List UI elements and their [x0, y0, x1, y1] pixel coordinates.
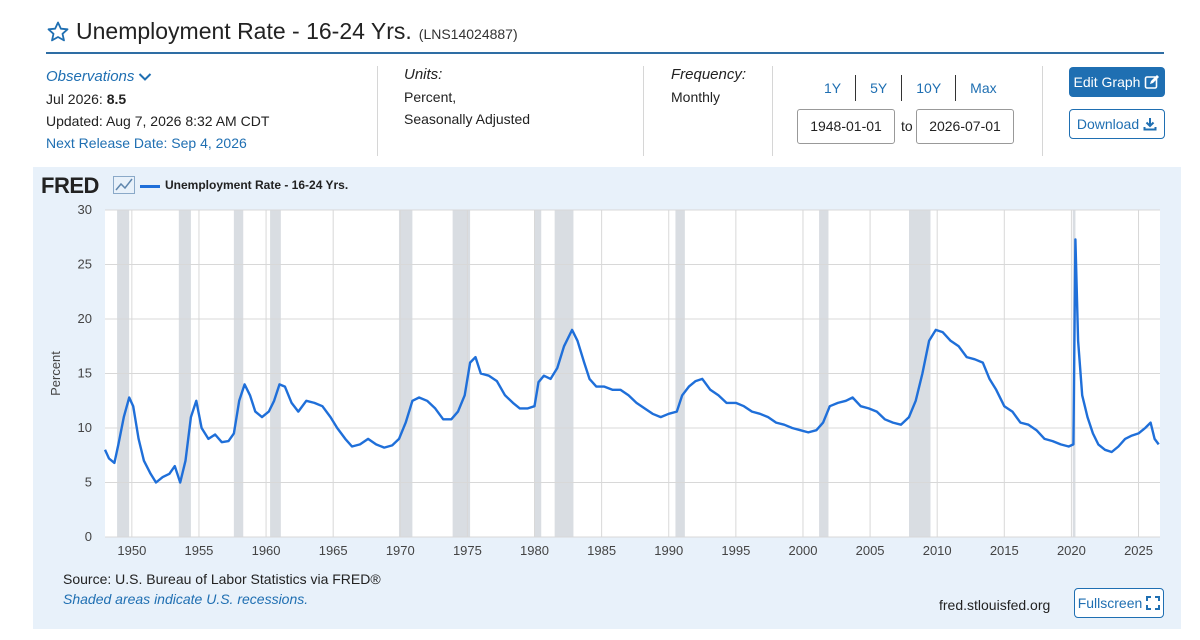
- updated-text: Updated: Aug 7, 2026 8:32 AM CDT: [46, 113, 270, 129]
- divider: [1042, 66, 1043, 156]
- x-tick-label: 2010: [923, 543, 952, 558]
- divider: [772, 66, 773, 156]
- legend-swatch: [140, 185, 160, 188]
- page-title: Unemployment Rate - 16-24 Yrs.: [76, 18, 412, 44]
- units-label: Units:: [404, 66, 443, 83]
- title-row: Unemployment Rate - 16-24 Yrs. (LNS14024…: [46, 18, 518, 45]
- frequency-label: Frequency:: [671, 66, 747, 83]
- latest-value: 8.5: [106, 91, 127, 107]
- x-tick-label: 1985: [587, 543, 616, 558]
- range-10y-button[interactable]: 10Y: [902, 75, 957, 101]
- end-date-input[interactable]: 2026-07-01: [916, 109, 1014, 144]
- x-tick-label: 2025: [1124, 543, 1153, 558]
- to-label: to: [901, 118, 913, 134]
- edit-icon: [1145, 75, 1160, 89]
- range-5y-button[interactable]: 5Y: [856, 75, 903, 101]
- series-id: (LNS14024887): [418, 26, 518, 42]
- y-tick-label: 25: [78, 257, 92, 272]
- fullscreen-icon: [1146, 596, 1161, 610]
- download-label: Download: [1076, 116, 1140, 132]
- y-tick-label: 10: [78, 420, 92, 435]
- observations-label: Observations: [46, 68, 135, 85]
- x-tick-label: 1975: [453, 543, 482, 558]
- x-tick-label: 1955: [184, 543, 213, 558]
- fred-logo: FRED: [41, 173, 99, 198]
- y-tick-label: 20: [78, 311, 92, 326]
- recession-note: Shaded areas indicate U.S. recessions.: [63, 591, 309, 607]
- range-1y-button[interactable]: 1Y: [810, 75, 857, 101]
- range-max-button[interactable]: Max: [970, 80, 997, 96]
- fullscreen-button[interactable]: Fullscreen: [1074, 588, 1164, 618]
- x-tick-label: 2020: [1057, 543, 1086, 558]
- units-panel: Units: Percent, Seasonally Adjusted: [404, 64, 530, 130]
- observations-toggle[interactable]: Observations: [46, 66, 269, 88]
- fred-url[interactable]: fred.stlouisfed.org: [939, 597, 1051, 613]
- download-button[interactable]: Download: [1069, 109, 1165, 139]
- next-release-link[interactable]: Next Release Date: Sep 4, 2026: [46, 135, 247, 151]
- x-tick-label: 2000: [789, 543, 818, 558]
- x-tick-label: 2005: [856, 543, 885, 558]
- x-tick-label: 1950: [117, 543, 146, 558]
- x-tick-label: 2015: [990, 543, 1019, 558]
- y-tick-label: 15: [78, 366, 92, 381]
- range-buttons: 1Y 5Y 10Y Max: [810, 75, 1011, 101]
- divider: [377, 66, 378, 156]
- chevron-down-icon: [139, 73, 152, 81]
- fullscreen-label: Fullscreen: [1077, 595, 1143, 611]
- source-text: Source: U.S. Bureau of Labor Statistics …: [63, 571, 381, 587]
- fred-chart-icon: [113, 176, 135, 194]
- title-divider: [46, 52, 1164, 54]
- edit-graph-button[interactable]: Edit Graph: [1069, 67, 1165, 97]
- y-tick-label: 0: [85, 529, 92, 544]
- frequency-panel: Frequency: Monthly: [671, 64, 746, 108]
- star-icon[interactable]: [46, 20, 70, 44]
- units-line-2: Seasonally Adjusted: [404, 111, 531, 127]
- series-line: [103, 238, 1160, 484]
- y-axis-label: Percent: [48, 351, 63, 396]
- observations-panel: Observations Jul 2026: 8.5 Updated: Aug …: [46, 66, 269, 154]
- y-tick-label: 30: [78, 202, 92, 217]
- frequency-value: Monthly: [671, 89, 721, 105]
- x-tick-label: 1965: [319, 543, 348, 558]
- divider: [643, 66, 644, 156]
- start-date-input[interactable]: 1948-01-01: [797, 109, 895, 144]
- x-tick-label: 1970: [386, 543, 415, 558]
- x-tick-label: 1980: [520, 543, 549, 558]
- legend-label: Unemployment Rate - 16-24 Yrs.: [165, 178, 349, 192]
- latest-observation: Jul 2026: 8.5: [46, 88, 269, 110]
- x-tick-label: 1990: [654, 543, 683, 558]
- x-tick-label: 1960: [252, 543, 281, 558]
- units-line-1: Percent,: [404, 89, 457, 105]
- latest-label: Jul 2026:: [46, 91, 103, 107]
- y-tick-label: 5: [85, 475, 92, 490]
- x-tick-label: 1995: [721, 543, 750, 558]
- edit-graph-label: Edit Graph: [1073, 74, 1141, 90]
- download-icon: [1143, 118, 1157, 131]
